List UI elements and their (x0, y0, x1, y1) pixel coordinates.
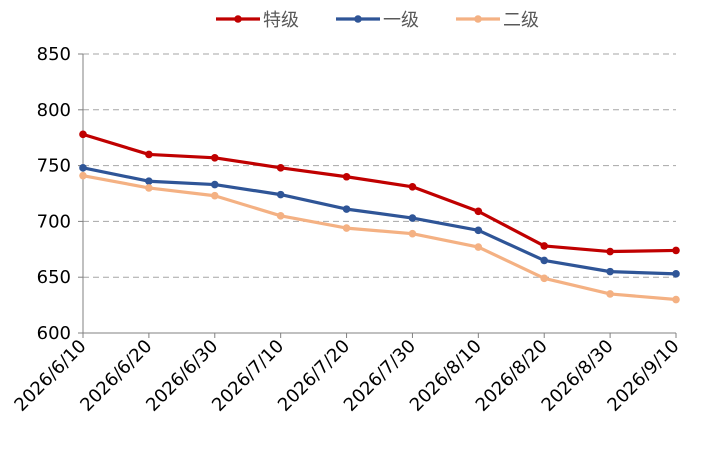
data-point (540, 274, 549, 283)
data-point (342, 172, 351, 181)
series-1 (79, 130, 680, 256)
series-2 (79, 164, 680, 278)
legend: 特级 一级 二级 (216, 10, 539, 31)
legend-item: 特级 (216, 10, 299, 31)
data-point (672, 295, 680, 304)
legend-swatch-marker (234, 15, 242, 23)
data-point (606, 267, 614, 276)
data-point (672, 246, 680, 255)
y-tick-label: 750 (37, 156, 71, 177)
series-lines (79, 130, 680, 304)
data-point (276, 164, 285, 172)
data-point (408, 229, 417, 238)
data-point (408, 183, 417, 191)
data-point (474, 243, 483, 251)
y-tick-label: 850 (37, 44, 71, 65)
data-point (606, 290, 614, 298)
data-point (342, 224, 351, 232)
gridlines (83, 53, 676, 278)
axes (78, 53, 677, 338)
legend-label: 一级 (383, 10, 419, 31)
data-point (540, 256, 549, 265)
data-point (408, 214, 417, 222)
data-point (79, 130, 87, 139)
data-point (210, 191, 219, 200)
y-tick-label: 650 (37, 267, 71, 288)
y-tick-label: 700 (37, 211, 71, 232)
legend-swatch-marker (354, 15, 362, 23)
x-tick-label: 2026/9/10 (603, 336, 683, 416)
data-point (210, 180, 219, 189)
data-point (210, 153, 219, 162)
legend-item: 二级 (456, 10, 539, 31)
data-point (276, 190, 285, 199)
data-point (540, 242, 549, 250)
data-point (606, 247, 614, 256)
data-point (342, 205, 351, 213)
y-tick-label: 600 (37, 323, 71, 344)
series-line (82, 132, 677, 254)
series-3 (79, 171, 680, 304)
data-point (145, 177, 153, 186)
y-tick-label: 800 (37, 100, 71, 121)
legend-label: 二级 (503, 10, 539, 31)
data-point (474, 207, 483, 216)
data-point (79, 164, 87, 172)
data-point (474, 226, 483, 235)
legend-item: 一级 (336, 10, 419, 31)
x-axis-tick-labels: 2026/6/102026/6/202026/6/302026/7/102026… (10, 336, 683, 416)
series-line (82, 166, 677, 276)
data-point (145, 184, 153, 192)
legend-swatch-marker (474, 15, 482, 23)
data-point (672, 270, 680, 278)
data-point (276, 212, 285, 220)
data-point (79, 171, 87, 180)
data-point (145, 150, 153, 159)
series-line (82, 174, 677, 302)
y-axis-tick-labels: 600 650 700 750 800 850 (37, 44, 71, 344)
legend-label: 特级 (263, 10, 299, 31)
